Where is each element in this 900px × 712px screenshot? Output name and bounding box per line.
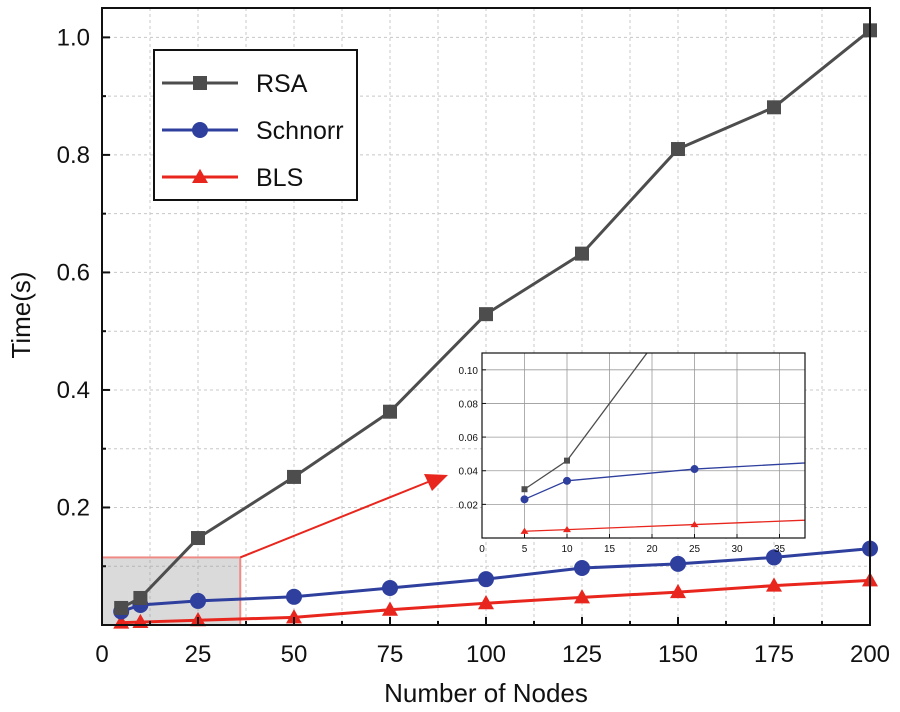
y-tick-label: 0.8 xyxy=(57,142,90,169)
zoom-arrow-line xyxy=(239,481,429,559)
x-tick-label: 50 xyxy=(281,641,308,668)
inset-x-tick-label: 35 xyxy=(774,544,786,555)
inset-frame xyxy=(481,352,806,539)
inset-data-point-rsa xyxy=(521,486,528,493)
series-line-schnorr xyxy=(120,547,871,613)
x-tick-label: 100 xyxy=(466,641,506,668)
data-point-bls xyxy=(670,583,686,599)
y-axis-title: Time(s) xyxy=(6,271,36,358)
y-tick-label: 1.0 xyxy=(57,24,90,51)
inset-x-tick-label: 20 xyxy=(646,544,658,555)
data-point-bls xyxy=(478,595,494,610)
data-point-bls xyxy=(382,601,398,616)
inset-background xyxy=(482,353,805,538)
inset-y-tick-label: 0.04 xyxy=(459,467,479,478)
x-tick-label: 0 xyxy=(95,641,108,668)
data-point-schnorr xyxy=(190,592,206,609)
x-tick-label: 75 xyxy=(377,641,404,668)
data-point-schnorr xyxy=(478,571,494,588)
data-point-bls xyxy=(286,609,302,624)
y-tick-label: 0.4 xyxy=(57,377,90,404)
y-tick-label: 0.2 xyxy=(57,494,90,521)
data-point-rsa xyxy=(287,469,301,484)
legend-box xyxy=(153,49,358,201)
inset-data-point-schnorr xyxy=(563,476,571,485)
inset-data-point-bls xyxy=(520,527,529,534)
y-tick-label: 0.6 xyxy=(57,259,90,286)
series-line-rsa xyxy=(120,29,871,610)
data-point-schnorr xyxy=(382,579,398,596)
inset-data-point-bls xyxy=(563,526,571,533)
inset-x-tick-label: 15 xyxy=(604,544,616,555)
legend-marker-rsa xyxy=(193,76,207,90)
inset-y-tick-label: 0.10 xyxy=(459,366,479,377)
legend-label-schnorr: Schnorr xyxy=(256,117,344,145)
x-tick-label: 150 xyxy=(658,641,698,668)
data-point-rsa xyxy=(671,142,685,157)
x-axis-title: Number of Nodes xyxy=(384,678,588,708)
x-tick-label: 175 xyxy=(754,641,794,668)
data-point-rsa xyxy=(133,590,148,605)
inset-series-line-bls xyxy=(524,519,805,532)
zoom-arrow xyxy=(239,474,448,559)
data-point-schnorr xyxy=(574,560,590,577)
series-line-bls xyxy=(121,578,871,625)
inset-data-point-schnorr xyxy=(520,495,529,504)
inset-series-line-schnorr xyxy=(524,462,805,500)
inset-data-point-schnorr xyxy=(690,465,699,474)
inset-x-tick-label: 10 xyxy=(561,544,573,555)
inset-y-tick-label: 0.02 xyxy=(459,500,479,511)
inset-data-point-rsa xyxy=(692,286,698,292)
data-point-rsa xyxy=(191,531,205,546)
data-point-rsa xyxy=(575,246,589,261)
inset-chart: 0 5 10 15 20 25 30 35 0.02 0.04 0.06 0.08 0.10 xyxy=(459,286,806,555)
legend-label-rsa: RSA xyxy=(256,70,308,98)
inset-series xyxy=(520,286,805,534)
x-tick-label: 125 xyxy=(562,641,602,668)
inset-data-point-rsa xyxy=(564,457,570,464)
data-point-rsa xyxy=(479,307,493,322)
data-point-schnorr xyxy=(286,588,302,605)
inset-x-tick-label: 30 xyxy=(731,544,743,555)
data-point-rsa xyxy=(767,100,781,115)
inset-series-line-rsa xyxy=(524,353,648,490)
inset-x-tick-label: 25 xyxy=(689,544,701,555)
inset-x-tick-label: 5 xyxy=(522,544,528,555)
data-point-schnorr xyxy=(670,555,686,572)
data-point-schnorr xyxy=(766,549,782,566)
inset-y-tick-label: 0.06 xyxy=(459,433,479,444)
x-tick-label: 25 xyxy=(185,641,212,668)
data-point-bls xyxy=(574,589,590,604)
inset-data-point-bls xyxy=(690,521,699,528)
data-point-bls xyxy=(766,577,782,592)
x-tick-label: 200 xyxy=(850,641,890,668)
zoom-arrow-head xyxy=(424,474,448,491)
inset-x-tick-label: 0 xyxy=(479,544,485,555)
legend-marker-bls xyxy=(192,168,208,183)
data-point-rsa xyxy=(114,600,129,615)
legend: RSA Schnorr BLS xyxy=(153,49,358,201)
data-point-rsa xyxy=(383,404,397,419)
legend-label-bls: BLS xyxy=(256,164,303,192)
inset-y-tick-label: 0.08 xyxy=(459,399,479,410)
legend-marker-schnorr xyxy=(192,122,208,138)
